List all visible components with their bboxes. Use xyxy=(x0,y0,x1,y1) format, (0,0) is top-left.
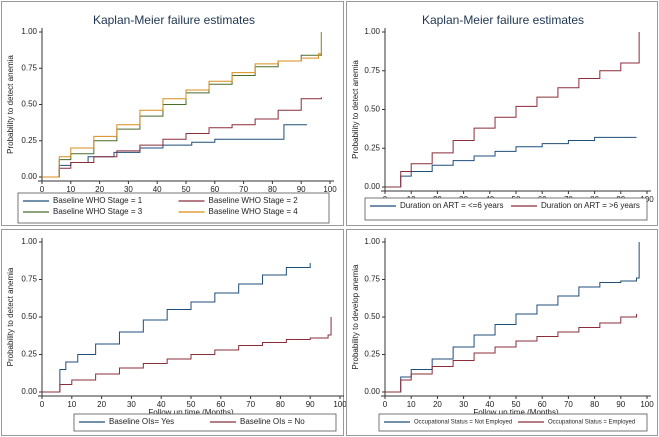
series-line xyxy=(385,242,640,393)
y-tick-label: 1.00 xyxy=(21,237,37,246)
legend-box xyxy=(378,413,648,432)
legend-entry: Baseline WHO Stage = 1 xyxy=(53,196,143,205)
y-tick-label: 0.00 xyxy=(364,387,380,396)
x-axis-label: Follow up time (Months) xyxy=(148,408,234,417)
panel-occupational-status: 0 10 20 30 40 50 60 70 80 90 100 0.00 0.25 0.50 0.75 1.… xyxy=(346,229,658,436)
x-tick-label: 50 xyxy=(512,400,521,409)
y-tick-label: 0.75 xyxy=(21,275,37,284)
x-tick-label: 40 xyxy=(157,400,166,409)
panel-who-stage: Kaplan-Meier failure estimates 0 10 20 30 40 5… xyxy=(1,1,344,226)
y-tick-label: 0.75 xyxy=(21,63,37,72)
y-tick-label: 0.75 xyxy=(364,66,380,75)
y-axis-label: Probability to detect anemia xyxy=(351,60,360,159)
legend-box xyxy=(17,192,330,224)
series-line xyxy=(42,317,332,393)
y-axis-label: Probability to develop anemia xyxy=(351,264,360,370)
km-chart: 0 10 20 30 40 50 60 70 80 90 100 0.00 0.25 0.50 0.75 1.… xyxy=(6,237,347,432)
series-line xyxy=(42,124,307,178)
x-tick-label: 90 xyxy=(297,185,306,194)
x-tick-label: 100 xyxy=(323,185,337,194)
x-tick-label: 10 xyxy=(407,400,416,409)
y-axis-label: Probability to detect anemia xyxy=(6,55,15,154)
y-tick-label: 0.25 xyxy=(364,143,380,152)
y-tick-label: 0.00 xyxy=(364,182,380,191)
x-tick-label: 20 xyxy=(97,400,106,409)
x-tick-label: 70 xyxy=(239,185,248,194)
chart-title: Kaplan-Meier failure estimates xyxy=(422,13,584,27)
x-axis-label: Follow up time (Months) xyxy=(473,408,559,417)
x-tick-label: 60 xyxy=(216,400,225,409)
legend-box xyxy=(364,197,648,221)
x-tick-label: 100 xyxy=(333,400,347,409)
y-tick-label: 1.00 xyxy=(364,27,380,36)
km-chart: 0 10 20 30 40 50 60 70 80 90 100 0.00 0.25 0.50 0.75 1.… xyxy=(351,237,654,432)
x-tick-label: 60 xyxy=(538,400,547,409)
x-tick-label: 40 xyxy=(485,400,494,409)
y-tick-label: 0.25 xyxy=(21,136,37,145)
y-tick-label: 0.00 xyxy=(21,387,37,396)
x-tick-label: 30 xyxy=(459,400,468,409)
x-tick-label: 30 xyxy=(127,400,136,409)
series-line xyxy=(42,97,322,178)
x-tick-label: 50 xyxy=(182,185,191,194)
x-tick-label: 20 xyxy=(95,185,104,194)
y-tick-label: 1.00 xyxy=(364,237,380,246)
series-line xyxy=(385,32,640,188)
x-tick-label: 80 xyxy=(276,400,285,409)
y-tick-label: 1.00 xyxy=(21,27,37,36)
series-line xyxy=(42,32,322,178)
legend-entry: Baseline OIs= Yes xyxy=(109,417,174,426)
y-tick-label: 0.75 xyxy=(364,275,380,284)
panel-baseline-ois: 0 10 20 30 40 50 60 70 80 90 100 0.00 0.25 0.50 0.75 1.… xyxy=(1,229,347,436)
y-tick-label: 0.50 xyxy=(364,312,380,321)
x-tick-label: 0 xyxy=(383,400,388,409)
y-tick-label: 0.25 xyxy=(364,350,380,359)
series-line xyxy=(42,32,322,178)
y-tick-label: 0.50 xyxy=(21,312,37,321)
y-axis-label: Probability to detect anemia xyxy=(6,267,15,366)
series-line xyxy=(385,314,638,393)
x-tick-label: 10 xyxy=(67,400,76,409)
x-tick-label: 90 xyxy=(306,400,315,409)
x-tick-label: 30 xyxy=(124,185,133,194)
y-tick-label: 0.00 xyxy=(21,172,37,181)
y-tick-label: 0.25 xyxy=(21,350,37,359)
panel-art-duration: Kaplan-Meier failure estimates0102030405… xyxy=(346,1,658,226)
x-tick-label: 90 xyxy=(616,400,625,409)
x-tick-label: 20 xyxy=(433,400,442,409)
km-chart: Kaplan-Meier failure estimates0102030405… xyxy=(351,13,654,221)
x-tick-label: 80 xyxy=(590,400,599,409)
legend-entry: Baseline WHO Stage = 2 xyxy=(209,196,299,205)
legend-entry: Baseline OIs = No xyxy=(240,417,305,426)
legend-box xyxy=(73,413,337,432)
legend-entry: Occupational Status = Not Employed xyxy=(414,420,512,426)
x-tick-label: 0 xyxy=(40,185,45,194)
x-tick-label: 40 xyxy=(153,185,162,194)
x-tick-label: 70 xyxy=(246,400,255,409)
x-tick-label: 50 xyxy=(187,400,196,409)
x-tick-label: 70 xyxy=(564,400,573,409)
km-chart: Kaplan-Meier failure estimates 0 10 20 30 40 5… xyxy=(6,13,337,224)
x-tick-label: 0 xyxy=(40,400,45,409)
y-tick-label: 0.50 xyxy=(21,100,37,109)
legend-entry: Duration on ART = >6 years xyxy=(541,201,640,210)
legend-entry: Baseline WHO Stage = 4 xyxy=(209,207,299,216)
chart-title: Kaplan-Meier failure estimates xyxy=(93,13,255,27)
legend-entry: Duration on ART = <=6 years xyxy=(400,201,504,210)
x-tick-label: 10 xyxy=(66,185,75,194)
legend-entry: Occupational Status = Employed xyxy=(548,420,635,426)
x-tick-label: 60 xyxy=(210,185,219,194)
legend-entry: Baseline WHO Stage = 3 xyxy=(53,207,143,216)
y-tick-label: 0.50 xyxy=(364,105,380,114)
series-line xyxy=(385,136,637,188)
x-tick-label: 80 xyxy=(268,185,277,194)
series-line xyxy=(42,263,311,393)
x-tick-label: 100 xyxy=(640,400,654,409)
